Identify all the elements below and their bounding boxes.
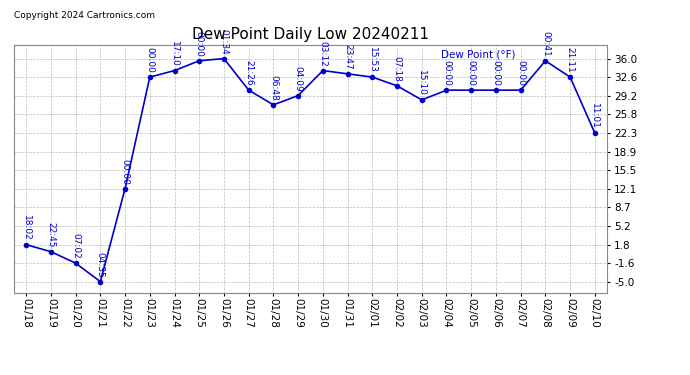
Text: 00:00: 00:00	[195, 31, 204, 57]
Text: 18:02: 18:02	[21, 215, 30, 240]
Text: 01:34: 01:34	[219, 28, 228, 54]
Text: 06:48: 06:48	[269, 75, 278, 100]
Text: 17:10: 17:10	[170, 40, 179, 66]
Text: 04:09: 04:09	[294, 66, 303, 92]
Text: 00:00: 00:00	[466, 60, 475, 86]
Text: 21:11: 21:11	[566, 47, 575, 73]
Text: Dew Point (°F): Dew Point (°F)	[441, 50, 515, 60]
Text: 00:00: 00:00	[491, 60, 500, 86]
Text: 03:12: 03:12	[318, 40, 327, 66]
Text: 04:35: 04:35	[96, 252, 105, 278]
Text: 00:00: 00:00	[121, 159, 130, 184]
Text: 00:00: 00:00	[442, 60, 451, 86]
Text: 11:01: 11:01	[591, 103, 600, 129]
Text: 15:10: 15:10	[417, 70, 426, 96]
Text: 15:53: 15:53	[368, 47, 377, 73]
Text: 22:45: 22:45	[46, 222, 55, 248]
Text: 07:02: 07:02	[71, 233, 80, 259]
Title: Dew Point Daily Low 20240211: Dew Point Daily Low 20240211	[192, 27, 429, 42]
Text: 21:26: 21:26	[244, 60, 253, 86]
Text: Copyright 2024 Cartronics.com: Copyright 2024 Cartronics.com	[14, 11, 155, 20]
Text: 00:41: 00:41	[541, 31, 550, 57]
Text: 07:18: 07:18	[393, 56, 402, 82]
Text: 23:47: 23:47	[343, 44, 352, 70]
Text: 00:00: 00:00	[516, 60, 525, 86]
Text: 00:00: 00:00	[146, 47, 155, 73]
